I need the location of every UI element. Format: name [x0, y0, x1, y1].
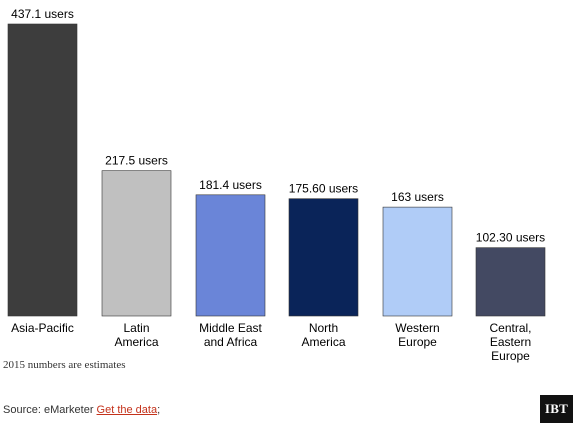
category-label-3-line-1: America	[301, 335, 345, 349]
source-prefix: Source: eMarketer	[3, 404, 97, 416]
bar-value-label-2: 181.4 users	[199, 178, 262, 192]
category-label-3-line-0: North	[309, 321, 338, 335]
category-label-2-line-1: and Africa	[204, 335, 258, 349]
bar-value-label-1: 217.5 users	[105, 154, 168, 168]
category-label-5-line-0: Central,	[489, 321, 531, 335]
category-label-4-line-0: Western	[395, 321, 439, 335]
category-label-1-line-0: Latin	[123, 321, 149, 335]
bar-value-label-5: 102.30 users	[476, 231, 545, 245]
bar-0	[7, 23, 78, 317]
category-label-5-line-2: Europe	[491, 349, 530, 363]
category-label-4-line-1: Europe	[398, 335, 437, 349]
ibt-logo: IBT	[540, 395, 573, 423]
bar-2	[195, 194, 266, 317]
bar-1	[101, 170, 172, 317]
source-suffix: ;	[157, 404, 161, 416]
bar-value-label-4: 163 users	[391, 190, 444, 204]
category-label-2-line-0: Middle East	[199, 321, 262, 335]
category-label-1-line-1: America	[114, 335, 158, 349]
bar-4	[382, 206, 453, 317]
bar-5	[475, 247, 546, 317]
footnote: 2015 numbers are estimates	[3, 359, 126, 371]
get-the-data-link[interactable]: Get the data	[96, 404, 158, 416]
bar-value-label-3: 175.60 users	[289, 182, 358, 196]
category-label-5-line-1: Eastern	[490, 335, 531, 349]
bar-3	[288, 198, 359, 317]
category-label-0-line-0: Asia-Pacific	[11, 321, 74, 335]
bar-value-label-0: 437.1 users	[11, 7, 74, 21]
source-line: Source: eMarketer Get the data;	[3, 404, 160, 416]
